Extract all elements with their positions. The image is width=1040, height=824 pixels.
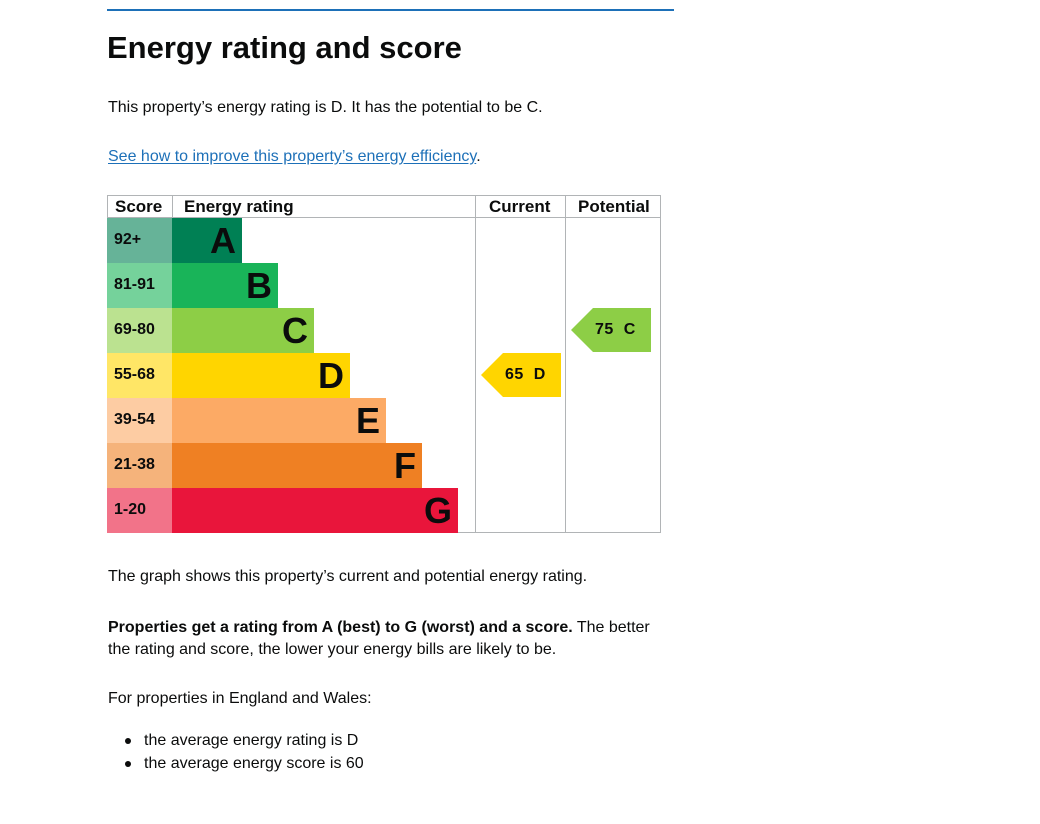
band-letter: F [394,445,416,486]
rating-explainer: Properties get a rating from A (best) to… [108,617,668,661]
band-letter: E [355,400,380,441]
current-rating-label: 65 D [505,366,546,384]
band-bar: A [172,218,242,263]
rating-intro: This property’s energy rating is D. It h… [108,99,543,116]
energy-rating-chart: Score Energy rating Current Potential 92… [107,195,661,533]
band-score-cell: 81-91 [107,263,172,308]
band-score-range: 69-80 [114,321,155,338]
score-column-divider [172,195,173,218]
band-score-cell: 39-54 [107,398,172,443]
header-energy-rating: Energy rating [184,197,294,216]
improve-link-suffix: . [476,148,481,165]
header-current: Current [489,197,551,216]
potential-rating-label: 75 C [595,321,636,339]
band-letter: B [246,265,272,306]
averages-list: the average energy rating is D the avera… [108,729,364,775]
current-rating-arrow: 65 D [481,353,561,397]
band-letter: D [318,355,344,396]
header-potential: Potential [578,197,650,216]
improve-paragraph: See how to improve this property’s energ… [108,146,481,168]
band-score-range: 92+ [114,231,142,248]
list-item: the average energy score is 60 [108,752,364,775]
band-score-range: 21-38 [114,456,155,473]
potential-column-divider [565,195,566,533]
band-bar: F [172,443,422,488]
band-score-cell: 1-20 [107,488,172,533]
potential-letter: C [623,321,636,338]
graph-caption: The graph shows this property’s current … [108,568,588,585]
band-letter: G [423,490,452,531]
header-score: Score [115,197,163,216]
band-score-cell: 92+ [107,218,172,263]
current-column-divider [475,195,476,533]
band-score-range: 39-54 [114,411,155,428]
band-score-range: 1-20 [114,501,147,518]
band-bar: B [172,263,278,308]
band-letter: A [210,220,236,261]
band-letter: C [282,310,308,351]
current-letter: D [533,366,546,383]
band-score-cell: 21-38 [107,443,172,488]
list-item: the average energy rating is D [108,729,364,752]
england-wales-heading: For properties in England and Wales: [108,690,372,707]
potential-score: 75 [595,321,614,338]
band-bar: C [172,308,314,353]
improve-efficiency-link[interactable]: See how to improve this property’s energ… [108,148,477,165]
header-divider [107,217,661,218]
current-score: 65 [505,366,524,383]
band-score-range: 81-91 [114,276,155,293]
rating-explainer-rest: The better the rating and score, the low… [108,619,650,658]
band-score-range: 55-68 [114,366,155,383]
band-score-cell: 55-68 [107,353,172,398]
rating-explainer-bold: Properties get a rating from A (best) to… [108,619,573,636]
potential-rating-arrow: 75 C [571,308,651,352]
band-bar: D [172,353,350,398]
page-title: Energy rating and score [107,30,462,65]
band-score-cell: 69-80 [107,308,172,353]
band-bar: E [172,398,386,443]
section-divider [107,9,674,11]
band-bar: G [172,488,458,533]
